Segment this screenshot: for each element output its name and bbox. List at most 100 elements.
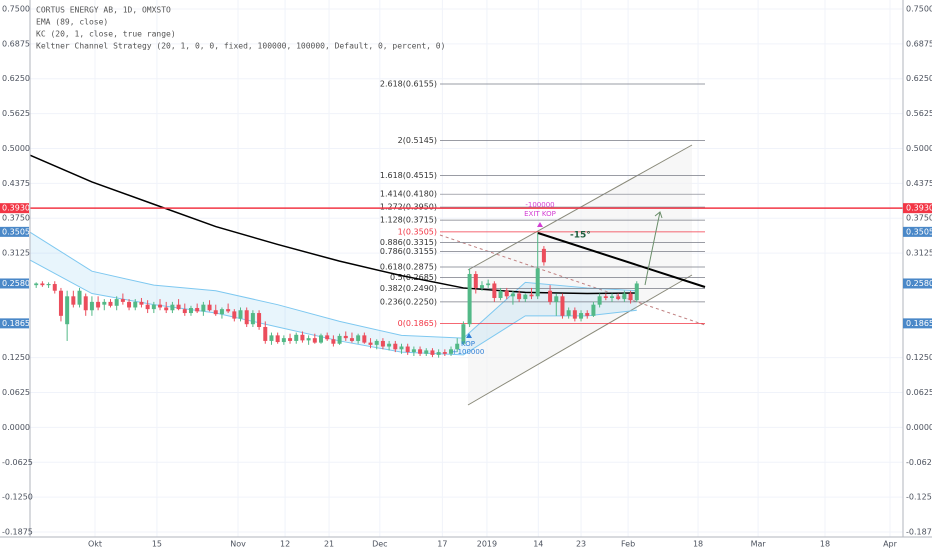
candle-body [579, 313, 584, 319]
y-tick-label: -0.1875 [2, 528, 33, 537]
candle-body [145, 304, 150, 310]
candle-body [436, 352, 441, 355]
candle-body [232, 311, 237, 319]
candle-body [120, 299, 125, 302]
annotation: EXIT KOP [524, 210, 556, 218]
price-tag-label: 0.3505 [2, 227, 30, 236]
candle-body [213, 310, 218, 315]
candle-body [195, 308, 200, 312]
candle-body [616, 296, 621, 300]
legend-entry: EMA (89, close) [36, 18, 108, 27]
candle-body [108, 301, 113, 306]
fib-label: 0.236(0.2250) [380, 297, 437, 306]
chart-title: CORTUS ENERGY AB, 1D, OMXSTO [36, 6, 171, 15]
price-tag-label: 0.3930 [906, 204, 932, 213]
price-tag-label: 0.1865 [906, 319, 932, 328]
y-tick-label: 0.0625 [906, 388, 932, 397]
y-tick-label: 0.5625 [906, 109, 932, 118]
candle-body [634, 283, 639, 301]
x-tick-label: 15 [152, 540, 162, 549]
fib-label: 1.414(0.4180) [380, 190, 437, 199]
candle-body [535, 268, 540, 297]
candle-body [498, 290, 503, 298]
candle-body [71, 296, 76, 305]
candle-body [275, 335, 280, 343]
candle-body [473, 273, 478, 288]
y-tick-label: 0.7500 [2, 4, 30, 13]
y-tick-label: 0.6250 [2, 74, 30, 83]
candle-body [411, 349, 416, 353]
candle-body [337, 335, 342, 344]
candle-body [306, 338, 311, 341]
fib-label: 2.618(0.6155) [380, 80, 437, 89]
axes: 0.7500 0.7500 0.6875 0.6875 0.6250 0.6250 0.56… [0, 4, 932, 549]
candle-body [504, 290, 509, 297]
x-tick-label: Dec [372, 540, 387, 549]
x-tick-label: 23 [576, 540, 586, 549]
y-tick-label: 0.1250 [906, 353, 932, 362]
candle-body [40, 283, 45, 286]
candle-body [393, 343, 398, 350]
candle-body [133, 301, 138, 308]
channel-line [467, 274, 693, 406]
y-tick-label: 0.1250 [2, 353, 30, 362]
fib-label: 1(0.3505) [398, 227, 437, 236]
candle-body [492, 283, 497, 298]
fib-label: 1.128(0.3715) [380, 216, 437, 225]
price-tag [903, 278, 932, 289]
x-tick-label: 12 [280, 540, 290, 549]
y-tick-label: 0.0000 [2, 423, 30, 432]
candle-body [127, 301, 132, 308]
candle-body [479, 285, 484, 288]
y-tick-label: 0.6875 [2, 39, 30, 48]
candle-body [467, 273, 472, 325]
candle-body [34, 283, 39, 286]
candle-body [182, 309, 187, 314]
candle-body [281, 338, 286, 343]
candle-body [610, 296, 614, 298]
candle-body [269, 335, 274, 341]
legend-entry: Keltner Channel Strategy (20, 1, 0, 0, f… [36, 42, 445, 51]
channel-fill [468, 145, 692, 405]
candle-body [591, 304, 596, 316]
candle-body [541, 248, 546, 263]
candle-body [597, 296, 602, 305]
candle-body [77, 290, 82, 305]
candle-body [442, 352, 447, 354]
legend-entry: KC (20, 1, close, true range) [36, 30, 176, 39]
y-tick-label: -0.1875 [906, 528, 932, 537]
candle-body [349, 338, 354, 341]
candle-body [380, 340, 385, 347]
arrow-head [654, 211, 663, 219]
fib-label: 0(0.1865) [398, 319, 437, 328]
candle-body [585, 313, 590, 316]
price-tag [903, 226, 932, 237]
x-tick-label: 14 [533, 540, 543, 549]
y-tick-label: 0.6875 [906, 39, 932, 48]
candle-body [58, 290, 63, 316]
candle-body [387, 343, 392, 347]
candle-body [201, 304, 206, 312]
candle-body [343, 335, 348, 339]
y-tick-label: 0.3125 [906, 249, 932, 258]
annotation: -100000 [525, 201, 554, 209]
x-tick-label: 2019 [477, 540, 497, 549]
candle-body [139, 301, 144, 305]
annotation: KOP [461, 340, 475, 348]
candle-body [238, 310, 243, 319]
candle-body [566, 310, 571, 316]
price-tag-label: 0.2580 [906, 279, 932, 288]
fib-label: 0.618(0.2875) [380, 263, 437, 272]
candle-body [226, 309, 231, 312]
arrow [644, 211, 661, 286]
candle-body [368, 342, 373, 345]
candle-body [170, 304, 175, 311]
price-tag [0, 203, 29, 214]
candle-body [622, 293, 627, 300]
candle-body [523, 294, 528, 300]
candle-body [319, 335, 323, 343]
candle-body [517, 293, 522, 300]
y-tick-label: 0.6250 [906, 74, 932, 83]
candle-body [257, 313, 262, 327]
y-tick-label: 0.7500 [906, 4, 932, 13]
